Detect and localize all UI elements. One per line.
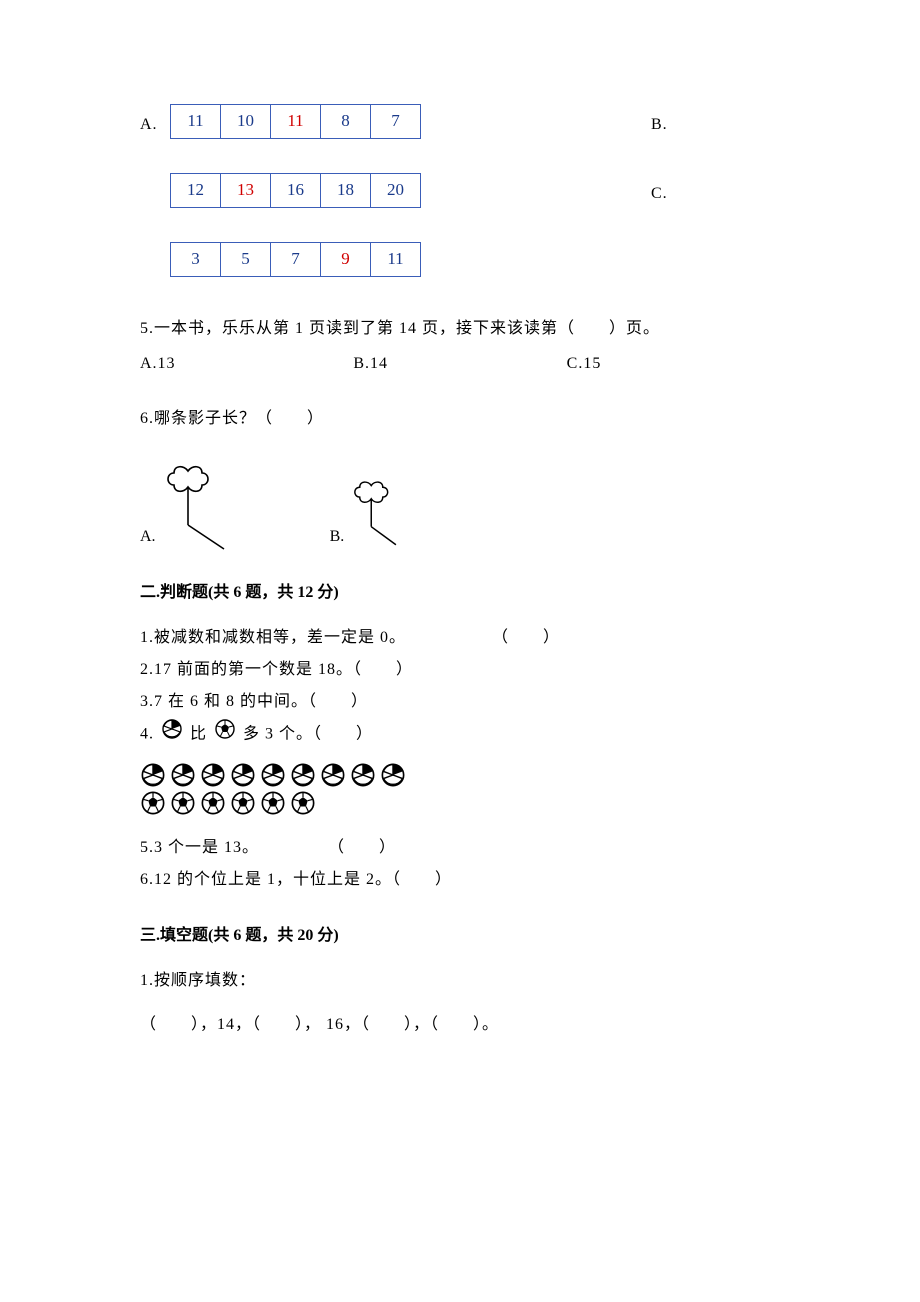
- option-c-label: C.: [651, 180, 668, 209]
- question-6-text: 6.哪条影子长？（ ）: [140, 405, 780, 434]
- cell: 11: [171, 105, 221, 139]
- flower-shadow-icon: [348, 479, 406, 553]
- choice-b: B.14: [353, 350, 566, 379]
- cell: 7: [271, 243, 321, 277]
- soccer-ball-row: [140, 790, 780, 816]
- option-a-row: A. 11 10 11 8 7 B.: [140, 100, 780, 151]
- figure-a-label: A.: [140, 523, 156, 554]
- number-table-a: 11 10 11 8 7: [170, 104, 421, 139]
- beach-ball-icon: [350, 762, 376, 788]
- question-6-figures: A. B.: [140, 463, 780, 553]
- cell: 11: [371, 243, 421, 277]
- cell: 20: [371, 174, 421, 208]
- beach-ball-icon: [230, 762, 256, 788]
- cell: 8: [321, 105, 371, 139]
- soccer-ball-icon: [170, 790, 196, 816]
- fill-1-blanks: （ ），14，（ ）， 16，（ ），（ ）。: [140, 1009, 780, 1041]
- cell-highlight: 11: [271, 105, 321, 139]
- cell: 18: [321, 174, 371, 208]
- tf-4-mid: 比: [190, 726, 207, 743]
- cell: 10: [221, 105, 271, 139]
- beach-ball-icon: [380, 762, 406, 788]
- option-c-row: 3 5 7 9 11: [140, 238, 780, 289]
- section-2-heading: 二.判断题(共 6 题，共 12 分): [140, 579, 780, 608]
- figure-b: B.: [330, 479, 407, 553]
- beach-ball-icon: [170, 762, 196, 788]
- beach-ball-icon: [290, 762, 316, 788]
- soccer-ball-icon: [214, 718, 236, 752]
- beach-ball-icon: [140, 762, 166, 788]
- beach-ball-icon: [320, 762, 346, 788]
- cell: 5: [221, 243, 271, 277]
- number-table-b: 12 13 16 18 20: [170, 173, 421, 208]
- tf-6: 6.12 的个位上是 1，十位上是 2。（ ）: [140, 864, 780, 896]
- choice-c: C.15: [567, 350, 780, 379]
- option-b-row: 12 13 16 18 20 C.: [140, 169, 780, 220]
- flower-shadow-icon: [160, 463, 230, 553]
- figure-b-label: B.: [330, 523, 345, 554]
- tf-1: 1.被减数和减数相等，差一定是 0。 （ ）: [140, 622, 780, 654]
- number-table-c: 3 5 7 9 11: [170, 242, 421, 277]
- beach-ball-icon: [161, 718, 183, 752]
- choice-a: A.13: [140, 350, 353, 379]
- fill-1: 1.按顺序填数：: [140, 965, 780, 997]
- cell: 3: [171, 243, 221, 277]
- beach-ball-icon: [200, 762, 226, 788]
- beach-ball-row: [140, 762, 780, 788]
- soccer-ball-icon: [290, 790, 316, 816]
- soccer-ball-icon: [260, 790, 286, 816]
- cell: 7: [371, 105, 421, 139]
- tf-2: 2.17 前面的第一个数是 18。（ ）: [140, 654, 780, 686]
- option-a-prefix: A.: [140, 111, 170, 140]
- tf-3: 3.7 在 6 和 8 的中间。（ ）: [140, 686, 780, 718]
- figure-a: A.: [140, 463, 230, 553]
- tf-4-post: 多 3 个。（ ）: [243, 726, 373, 743]
- question-5-choices: A.13 B.14 C.15: [140, 350, 780, 379]
- cell-highlight: 9: [321, 243, 371, 277]
- cell-highlight: 13: [221, 174, 271, 208]
- question-5-text: 5.一本书，乐乐从第 1 页读到了第 14 页，接下来该读第（ ）页。: [140, 315, 780, 344]
- section-3-heading: 三.填空题(共 6 题，共 20 分): [140, 922, 780, 951]
- soccer-ball-icon: [200, 790, 226, 816]
- soccer-ball-icon: [140, 790, 166, 816]
- tf-5: 5.3 个一是 13。 （ ）: [140, 832, 780, 864]
- cell: 12: [171, 174, 221, 208]
- cell: 16: [271, 174, 321, 208]
- soccer-ball-icon: [230, 790, 256, 816]
- option-b-label: B.: [651, 111, 668, 140]
- beach-ball-icon: [260, 762, 286, 788]
- tf-4: 4. 比 多 3 个。（ ）: [140, 718, 780, 752]
- tf-4-pre: 4.: [140, 726, 154, 743]
